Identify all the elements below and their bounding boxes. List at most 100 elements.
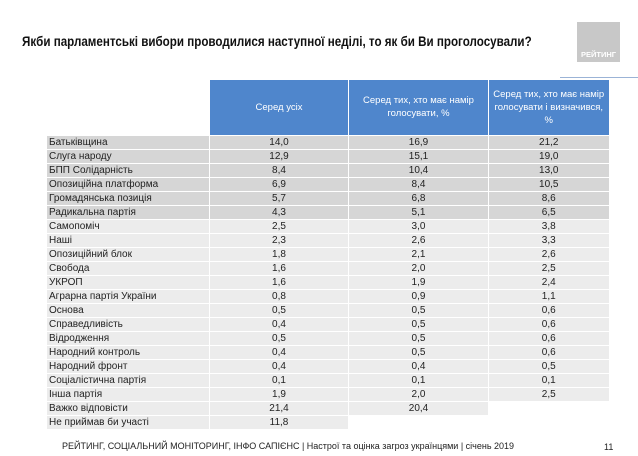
- party-name: Інша партія: [46, 386, 210, 401]
- value-cell: 8,4: [348, 176, 489, 191]
- party-name: Народний фронт: [46, 358, 210, 373]
- value-cell: 5,7: [209, 190, 349, 205]
- value-cell: 0,6: [488, 302, 609, 317]
- party-name: Опозиційний блок: [46, 246, 210, 261]
- table-row: УКРОП 1,6 1,9 2,4: [46, 274, 609, 289]
- value-cell: 0,5: [348, 302, 489, 317]
- table-row: Не приймав би участі 11,8: [46, 414, 609, 429]
- table-row: Свобода 1,6 2,0 2,5: [46, 260, 609, 275]
- table-row: Батьківщина 14,0 16,9 21,2: [46, 134, 609, 149]
- table-row: Відродження 0,5 0,5 0,6: [46, 330, 609, 345]
- table-row: Аграрна партія України 0,8 0,9 1,1: [46, 288, 609, 303]
- value-cell: 13,0: [488, 162, 609, 177]
- table-row: Слуга народу 12,9 15,1 19,0: [46, 148, 609, 163]
- value-cell: 21,2: [488, 134, 609, 149]
- value-cell: 0,4: [348, 358, 489, 373]
- value-cell: 8,4: [209, 162, 349, 177]
- party-name: Слуга народу: [46, 148, 210, 163]
- table-row: БПП Солідарність 8,4 10,4 13,0: [46, 162, 609, 177]
- value-cell: 2,0: [348, 386, 489, 401]
- party-name: Важко відповісти: [46, 400, 210, 415]
- value-cell: 1,6: [209, 260, 349, 275]
- party-name: Радикальна партія: [46, 204, 210, 219]
- value-cell: 0,6: [488, 316, 609, 331]
- value-cell: 0,5: [348, 330, 489, 345]
- value-cell: 1,9: [348, 274, 489, 289]
- party-name: Громадянська позиція: [46, 190, 210, 205]
- table-row: Наші 2,3 2,6 3,3: [46, 232, 609, 247]
- header-col-2: Серед тих, хто має намір голосувати, %: [348, 80, 489, 135]
- value-cell: [488, 400, 609, 415]
- value-cell: 2,0: [348, 260, 489, 275]
- party-name: БПП Солідарність: [46, 162, 210, 177]
- value-cell: 1,8: [209, 246, 349, 261]
- header-col-1: Серед усіх: [209, 80, 349, 135]
- value-cell: 10,4: [348, 162, 489, 177]
- value-cell: 2,3: [209, 232, 349, 247]
- value-cell: 3,3: [488, 232, 609, 247]
- value-cell: 11,8: [209, 414, 349, 429]
- party-name: Аграрна партія України: [46, 288, 210, 303]
- value-cell: 0,9: [348, 288, 489, 303]
- value-cell: 15,1: [348, 148, 489, 163]
- value-cell: 21,4: [209, 400, 349, 415]
- value-cell: 0,8: [209, 288, 349, 303]
- table-row: Інша партія 1,9 2,0 2,5: [46, 386, 609, 401]
- rating-logo: РЕЙТИНГ: [577, 22, 620, 62]
- value-cell: 6,5: [488, 204, 609, 219]
- value-cell: 2,4: [488, 274, 609, 289]
- value-cell: 0,1: [209, 372, 349, 387]
- value-cell: 0,1: [348, 372, 489, 387]
- value-cell: [348, 414, 489, 429]
- value-cell: 12,9: [209, 148, 349, 163]
- value-cell: [488, 414, 609, 429]
- table-row: Справедливість 0,4 0,5 0,6: [46, 316, 609, 331]
- value-cell: 0,6: [488, 344, 609, 359]
- value-cell: 2,1: [348, 246, 489, 261]
- value-cell: 2,5: [488, 260, 609, 275]
- value-cell: 0,5: [348, 344, 489, 359]
- party-name: Народний контроль: [46, 344, 210, 359]
- value-cell: 1,9: [209, 386, 349, 401]
- value-cell: 0,5: [348, 316, 489, 331]
- value-cell: 0,5: [209, 302, 349, 317]
- footer-source: РЕЙТИНГ, СОЦІАЛЬНИЙ МОНІТОРИНГ, ІНФО САП…: [62, 441, 515, 451]
- value-cell: 5,1: [348, 204, 489, 219]
- header-col-3: Серед тих, хто має намір голосувати і ви…: [488, 80, 609, 135]
- results-table: Серед усіх Серед тих, хто має намір голо…: [46, 80, 609, 429]
- table-row: Опозиційний блок 1,8 2,1 2,6: [46, 246, 609, 261]
- value-cell: 19,0: [488, 148, 609, 163]
- table-row: Основа 0,5 0,5 0,6: [46, 302, 609, 317]
- value-cell: 6,8: [348, 190, 489, 205]
- table-row: Опозиційна платформа 6,9 8,4 10,5: [46, 176, 609, 191]
- party-name: Не приймав би участі: [46, 414, 210, 429]
- table-row: Важко відповісти 21,4 20,4: [46, 400, 609, 415]
- value-cell: 14,0: [209, 134, 349, 149]
- value-cell: 10,5: [488, 176, 609, 191]
- value-cell: 1,6: [209, 274, 349, 289]
- party-name: Соціалістична партія: [46, 372, 210, 387]
- table-row: Громадянська позиція 5,7 6,8 8,6: [46, 190, 609, 205]
- value-cell: 0,5: [488, 358, 609, 373]
- table-row: Самопоміч 2,5 3,0 3,8: [46, 218, 609, 233]
- party-name: Справедливість: [46, 316, 210, 331]
- party-name: Батьківщина: [46, 134, 210, 149]
- value-cell: 2,5: [488, 386, 609, 401]
- value-cell: 3,8: [488, 218, 609, 233]
- divider: [560, 77, 638, 78]
- party-name: УКРОП: [46, 274, 210, 289]
- value-cell: 20,4: [348, 400, 489, 415]
- value-cell: 0,1: [488, 372, 609, 387]
- value-cell: 1,1: [488, 288, 609, 303]
- logo-text: РЕЙТИНГ: [580, 50, 617, 59]
- value-cell: 4,3: [209, 204, 349, 219]
- value-cell: 8,6: [488, 190, 609, 205]
- value-cell: 0,6: [488, 330, 609, 345]
- table-row: Радикальна партія 4,3 5,1 6,5: [46, 204, 609, 219]
- value-cell: 16,9: [348, 134, 489, 149]
- slide-title: Якби парламентські вибори проводилися на…: [22, 34, 532, 49]
- value-cell: 2,6: [488, 246, 609, 261]
- party-name: Відродження: [46, 330, 210, 345]
- party-name: Свобода: [46, 260, 210, 275]
- value-cell: 2,6: [348, 232, 489, 247]
